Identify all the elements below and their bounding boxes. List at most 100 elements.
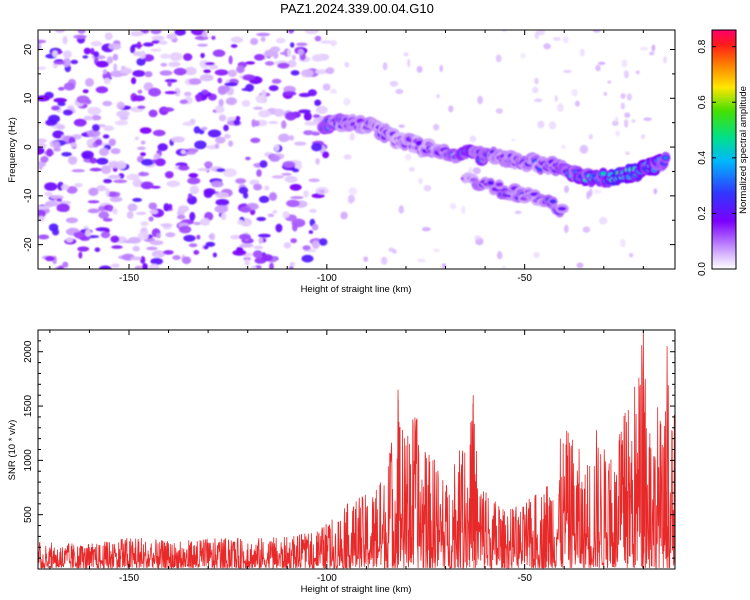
spectrogram-blob bbox=[472, 167, 481, 175]
spectrogram-blob bbox=[253, 120, 260, 127]
spectrogram-blob bbox=[96, 185, 107, 192]
spectrogram-blob bbox=[287, 48, 292, 57]
spectrogram-blob bbox=[137, 146, 146, 151]
spectrogram-blob bbox=[311, 143, 323, 152]
spectrogram-blob bbox=[260, 36, 266, 42]
spectrogram-blob bbox=[45, 255, 55, 262]
spectrogram-blob bbox=[640, 46, 649, 51]
spectrogram-blob bbox=[113, 179, 128, 184]
spectrogram-blob bbox=[199, 59, 210, 69]
spectrogram-blob bbox=[564, 185, 569, 193]
spectrogram-blob bbox=[149, 240, 164, 246]
snr-x-ticks: -150 -100 -50 bbox=[49, 330, 644, 584]
spectrogram-blob bbox=[151, 250, 165, 258]
spectrogram-blob bbox=[418, 178, 423, 185]
spectrogram-blob bbox=[423, 185, 432, 192]
spectrogram-blob bbox=[176, 214, 186, 220]
spectrogram-blob bbox=[292, 168, 300, 173]
spectrogram-blob bbox=[160, 53, 171, 59]
spectrogram-blob bbox=[433, 123, 440, 131]
spectrogram-blob bbox=[212, 49, 226, 57]
spectrogram-blob bbox=[311, 240, 320, 249]
spectrogram-blob bbox=[235, 178, 247, 184]
spectrogram-blob bbox=[543, 43, 551, 50]
spectrogram-blob bbox=[442, 263, 446, 269]
spectrogram-blob bbox=[250, 137, 261, 143]
spectrogram-blob bbox=[318, 189, 325, 194]
spectrogram-blob bbox=[165, 232, 176, 238]
spectrogram-blob bbox=[193, 250, 200, 255]
spectrogram-blob bbox=[38, 209, 46, 218]
spectrogram-blob bbox=[163, 203, 170, 212]
spectrogram-blob bbox=[343, 154, 352, 160]
spectrogram-blob bbox=[113, 63, 118, 72]
spectrogram-blob bbox=[363, 256, 369, 262]
spectrogram-blob bbox=[200, 52, 205, 59]
spectrogram-blob bbox=[150, 30, 162, 35]
y-tick-label: 20 bbox=[23, 44, 34, 56]
spectrogram-blob bbox=[66, 186, 78, 194]
spectrogram-blob bbox=[592, 30, 601, 33]
spectrogram-blob bbox=[182, 256, 192, 265]
spectrogram-blob bbox=[87, 200, 100, 204]
spectrogram-blob bbox=[313, 117, 320, 124]
x-tick-label: -50 bbox=[517, 573, 532, 584]
spectrogram-blob bbox=[109, 196, 123, 203]
spectrogram-blob bbox=[215, 105, 225, 114]
spectrogram-blob bbox=[284, 175, 298, 183]
spectrogram-blob bbox=[163, 250, 174, 255]
spectrogram-blob bbox=[85, 78, 94, 87]
spectrogram-blob bbox=[290, 196, 304, 200]
spectrogram-blob bbox=[178, 165, 190, 171]
spectrogram-blob bbox=[495, 54, 502, 63]
spectrogram-blob bbox=[623, 119, 629, 128]
spectrogram-blob bbox=[87, 208, 100, 214]
spectrogram-blob bbox=[132, 197, 143, 202]
spectrogram-blob bbox=[653, 188, 658, 195]
spectrogram-x-ticks: -150 -100 -50 bbox=[49, 30, 644, 284]
spectrogram-blob bbox=[236, 65, 245, 74]
spectrogram-blob bbox=[99, 147, 109, 157]
spectrogram-blob bbox=[439, 65, 444, 72]
spectrogram-blob bbox=[283, 91, 297, 96]
spectrogram-blob bbox=[242, 74, 256, 81]
spectrogram-blob bbox=[250, 38, 259, 45]
spectrogram-blob bbox=[148, 202, 158, 210]
spectrogram-blob bbox=[81, 150, 94, 160]
spectrogram-blob bbox=[200, 218, 211, 226]
spectrogram-blob bbox=[70, 59, 79, 65]
spectrogram-blob bbox=[142, 42, 154, 47]
spectrogram-blob bbox=[275, 223, 283, 233]
spectrogram-blob bbox=[448, 105, 454, 113]
spectrogram-blob bbox=[62, 58, 71, 67]
spectrogram-blob bbox=[233, 119, 241, 126]
spectrogram-blob bbox=[193, 221, 202, 226]
spectrogram-blob bbox=[563, 224, 569, 234]
spectrogram-blob bbox=[194, 140, 207, 150]
spectrogram-blob bbox=[51, 105, 60, 111]
x-tick-label: -100 bbox=[317, 573, 337, 584]
spectrogram-blob bbox=[300, 69, 314, 78]
y-tick-label: 2000 bbox=[23, 340, 34, 363]
y-tick-label: 10 bbox=[23, 92, 34, 104]
spectrogram-blob bbox=[417, 258, 426, 263]
spectrogram-blob bbox=[243, 192, 249, 199]
spectrogram-blob bbox=[156, 233, 161, 239]
colorbar-ticks: 0.0 0.2 0.4 0.6 0.8 bbox=[697, 39, 736, 276]
spectrogram-blob bbox=[214, 205, 229, 214]
spectrogram-blob bbox=[214, 69, 229, 76]
spectrogram-blob bbox=[495, 108, 503, 114]
spectrogram-blob bbox=[398, 205, 404, 214]
spectrogram-blob bbox=[281, 172, 292, 176]
spectrogram-blob bbox=[416, 65, 423, 73]
spectrogram-blob bbox=[289, 183, 302, 191]
spectrogram-blob bbox=[134, 136, 139, 140]
spectrogram-background-blobs bbox=[38, 30, 667, 269]
spectrogram-blob bbox=[148, 216, 154, 222]
spectrogram-blob bbox=[304, 30, 319, 35]
spectrogram-blob bbox=[330, 88, 337, 95]
spectrogram-blob bbox=[187, 177, 201, 185]
spectrogram-blob bbox=[264, 61, 275, 66]
colorbar-tick-label: 0.4 bbox=[697, 150, 708, 164]
spectrogram-blob bbox=[239, 243, 254, 248]
